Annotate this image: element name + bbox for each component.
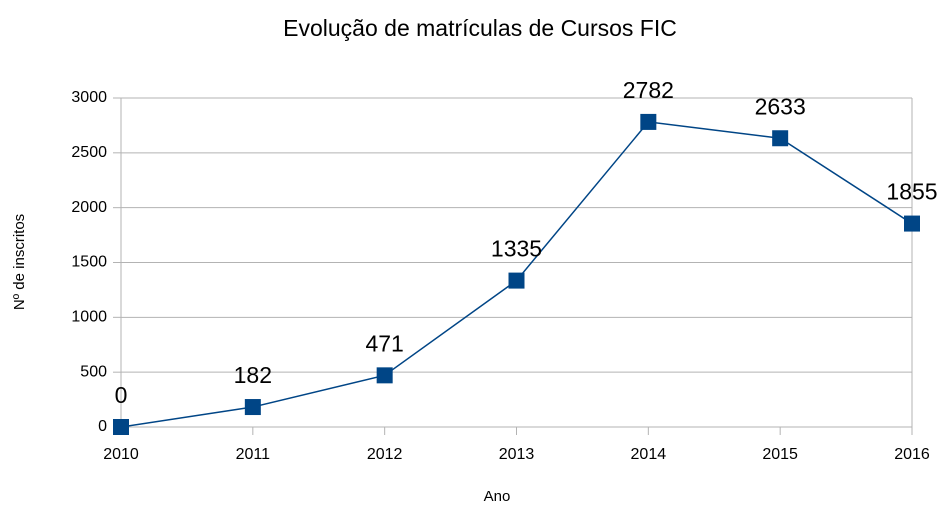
marker bbox=[772, 130, 789, 147]
y-tick-label: 2500 bbox=[71, 144, 107, 161]
y-tick-label: 1500 bbox=[71, 254, 107, 271]
y-tick-label: 1000 bbox=[71, 309, 107, 326]
y-tick-label: 2000 bbox=[71, 199, 107, 216]
marker bbox=[376, 367, 393, 384]
x-tick-label: 2011 bbox=[236, 446, 271, 463]
marker bbox=[904, 215, 920, 232]
data-label: 0 bbox=[115, 382, 128, 408]
x-tick-label: 2013 bbox=[499, 446, 535, 463]
chart-title: Evolução de matrículas de Cursos FIC bbox=[283, 15, 677, 41]
marker bbox=[640, 113, 657, 130]
y-tick-label: 3000 bbox=[71, 89, 107, 106]
x-axis-label: Ano bbox=[484, 488, 511, 505]
y-axis-label: Nº de inscritos bbox=[11, 214, 28, 310]
y-tick-label: 500 bbox=[80, 363, 107, 380]
x-tick-label: 2012 bbox=[367, 446, 403, 463]
x-tick-label: 2015 bbox=[762, 446, 798, 463]
data-label: 182 bbox=[234, 362, 272, 388]
data-label: 2633 bbox=[755, 93, 806, 119]
marker bbox=[113, 419, 129, 435]
data-label: 2782 bbox=[623, 77, 674, 103]
marker bbox=[508, 272, 525, 289]
x-tick-label: 2016 bbox=[894, 446, 930, 463]
data-label: 471 bbox=[365, 330, 403, 356]
x-tick-label: 2014 bbox=[631, 446, 667, 463]
y-tick-label: 0 bbox=[98, 418, 107, 435]
x-tick-label: 2010 bbox=[103, 446, 139, 463]
data-label: 1855 bbox=[886, 179, 937, 205]
data-label: 1335 bbox=[491, 236, 542, 262]
marker bbox=[244, 399, 261, 416]
